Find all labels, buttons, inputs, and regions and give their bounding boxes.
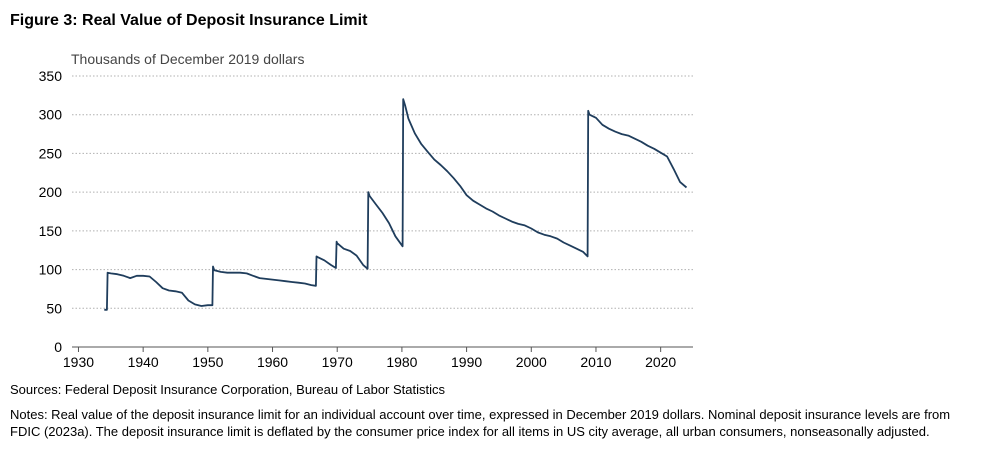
figure-title: Figure 3: Real Value of Deposit Insuranc…: [10, 12, 368, 29]
y-tick-label-200: 200: [39, 184, 63, 200]
y-tick-label-50: 50: [46, 300, 62, 316]
x-tick-label-1960: 1960: [257, 354, 288, 370]
x-tick-label-2000: 2000: [516, 354, 547, 370]
gridlines: [72, 75, 693, 309]
axes: [72, 346, 693, 352]
series-line-0: [104, 98, 688, 311]
y-tick-label-350: 350: [39, 68, 63, 84]
y-tick-label-150: 150: [39, 223, 63, 239]
y-tick-label-0: 0: [54, 339, 62, 355]
x-tick-label-1930: 1930: [63, 354, 94, 370]
tick-labels: 0 50 100 150 200 250 300 350 1930 1940 1950 1960 197…: [39, 68, 677, 370]
y-tick-label-250: 250: [39, 145, 63, 161]
line-chart: 0 50 100 150 200 250 300 350 1930 1940 1950 1960 197…: [0, 40, 991, 370]
x-tick-label-2020: 2020: [645, 354, 676, 370]
notes-text: Notes: Real value of the deposit insuran…: [10, 407, 951, 439]
sources-note: Sources: Federal Deposit Insurance Corpo…: [10, 382, 446, 397]
x-tick-label-1980: 1980: [386, 354, 417, 370]
x-tick-label-1940: 1940: [128, 354, 159, 370]
x-tick-label-1970: 1970: [322, 354, 353, 370]
x-tick-label-2010: 2010: [580, 354, 611, 370]
chart-svg: 0 50 100 150 200 250 300 350 1930 1940 1950 1960 197…: [39, 51, 693, 370]
y-tick-label-100: 100: [39, 262, 63, 278]
y-tick-label-300: 300: [39, 107, 63, 123]
y-axis-unit-label: Thousands of December 2019 dollars: [71, 51, 304, 67]
x-tick-label-1990: 1990: [451, 354, 482, 370]
x-tick-label-1950: 1950: [192, 354, 223, 370]
series-layer: [104, 98, 688, 311]
